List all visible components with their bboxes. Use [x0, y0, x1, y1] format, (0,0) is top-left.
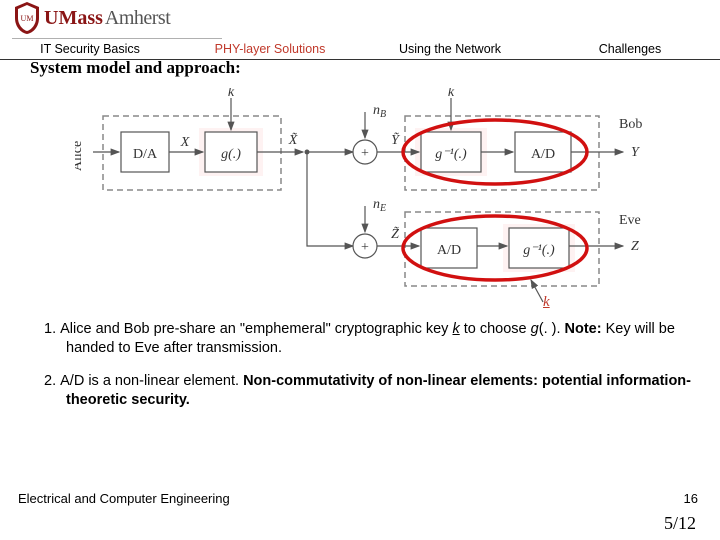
nav-tabs: IT Security Basics PHY-layer Solutions U…	[0, 40, 720, 60]
svg-text:+: +	[361, 240, 369, 255]
bullet-points: 1. Alice and Bob pre-share an "emphemera…	[24, 320, 696, 423]
block-ad-eve: A/D	[437, 243, 461, 258]
svg-text:+: +	[361, 146, 369, 161]
sig-Y: Y	[631, 145, 641, 160]
wordmark-b: Amherst	[105, 7, 170, 30]
tab-it-security[interactable]: IT Security Basics	[0, 40, 180, 59]
sig-X: X	[180, 135, 190, 150]
eve-label: Eve	[619, 213, 641, 228]
bob-label: Bob	[619, 117, 642, 132]
footer-left: Electrical and Computer Engineering	[18, 491, 230, 506]
sig-Yt: Ỹ	[391, 131, 401, 148]
block-ginv2: g⁻¹(.)	[523, 243, 555, 258]
slide-subtitle: System model and approach:	[30, 58, 241, 78]
point-1: 1. Alice and Bob pre-share an "emphemera…	[24, 320, 696, 358]
point-2: 2. A/D is a non-linear element. Non-comm…	[24, 372, 696, 410]
sig-k2: k	[448, 88, 455, 100]
system-diagram: Alice D/A g(.) k X X̃ + nB	[75, 88, 645, 308]
sig-nE: nE	[373, 197, 386, 214]
logo-rule	[12, 38, 222, 39]
alice-label: Alice	[75, 141, 85, 171]
block-da: D/A	[133, 147, 158, 162]
sig-Xt: X̃	[288, 132, 298, 148]
sig-Zt: Z̃	[391, 226, 399, 242]
slide-counter: 5/12	[664, 513, 696, 534]
sig-k1: k	[228, 88, 235, 100]
block-g: g(.)	[221, 147, 241, 162]
wordmark: UMassAmherst	[44, 7, 170, 30]
block-ginv1: g⁻¹(.)	[435, 147, 467, 162]
sig-nB: nB	[373, 103, 386, 120]
wordmark-a: UMass	[44, 7, 103, 30]
footer-right: 16	[684, 491, 698, 506]
block-ad-bob: A/D	[531, 147, 555, 162]
tab-challenges[interactable]: Challenges	[540, 40, 720, 59]
tab-phy-layer[interactable]: PHY-layer Solutions	[180, 40, 360, 59]
sig-Z: Z	[631, 239, 639, 254]
university-seal-icon: UM	[12, 0, 42, 36]
tab-using-network[interactable]: Using the Network	[360, 40, 540, 59]
svg-text:UM: UM	[21, 14, 34, 23]
sig-k-bottom: k	[543, 294, 550, 308]
logo: UM UMassAmherst	[12, 0, 222, 39]
